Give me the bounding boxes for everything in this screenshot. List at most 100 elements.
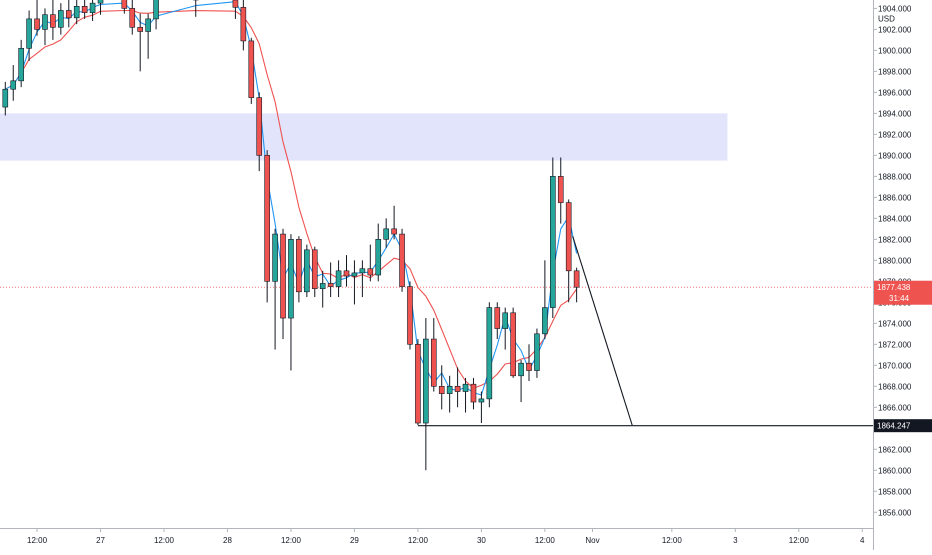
candle-body [97,0,104,4]
time-tick-label: 12:00 [408,536,429,545]
candle-body [486,307,493,400]
candle-body [454,385,461,392]
time-tick-label: 12:00 [154,536,175,545]
time-tick-label: 27 [96,536,105,545]
price-tick-label: 1900.000 [878,46,912,55]
candle-56 [526,344,532,382]
candle-body [359,268,366,274]
candle-body [367,268,374,276]
candle-54 [510,307,516,378]
candle-62 [573,267,580,303]
candle-body [494,307,501,329]
candle-body [240,7,247,42]
time-tick-label: 29 [350,536,359,545]
candle-57 [534,328,540,378]
candle-body [423,338,429,424]
candle-body [550,176,556,308]
candle-50 [478,391,485,424]
candle-body [518,362,524,377]
candle-body [26,18,32,49]
candle-body [58,10,64,28]
candle-body [446,385,453,394]
candle-39 [391,205,397,240]
candle-body [534,333,540,371]
price-tag-value: 1864.247 [877,422,911,431]
candle-body [327,283,334,287]
candle-body [2,88,9,108]
price-tag-bg [874,419,932,433]
price-tick-label: 1870.000 [878,361,912,370]
time-tick-label: 30 [477,536,486,545]
candle-23 [264,150,270,303]
candle-body [462,383,469,392]
time-tick-label: 12:00 [535,536,556,545]
candle-body [18,47,24,82]
price-tick-label: 1858.000 [878,487,912,496]
candle-body [89,2,96,13]
time-tick-label: 12:00 [789,536,810,545]
candle-2 [18,39,24,88]
candle-body [121,0,128,9]
candle-42 [415,339,421,426]
candle-10 [81,0,88,19]
candle-body [526,362,532,371]
candle-4 [34,0,40,36]
price-tick-label: 1872.000 [878,340,912,349]
candle-44 [430,318,437,392]
candle-28 [304,244,310,298]
time-tick-label: Nov [585,536,599,545]
price-tick-label: 1884.000 [878,214,912,223]
candle-body [510,312,516,377]
candle-58 [542,260,548,340]
candle-60 [557,157,564,224]
candle-18 [192,0,199,17]
candle-31 [327,262,334,298]
time-tick-label: 3 [733,536,738,545]
candle-body [399,233,405,287]
price-tick-label: 1896.000 [878,88,912,97]
price-tick-label: 1892.000 [878,130,912,139]
candle-43 [423,318,429,471]
candle-61 [565,199,572,303]
candle-0 [2,81,9,116]
candle-14 [129,0,136,35]
price-tick-label: 1874.000 [878,319,912,328]
candle-45 [438,365,445,410]
candle-body [73,5,80,19]
candle-body [81,5,88,13]
price-tick-label: 1856.000 [878,508,912,517]
candle-34 [351,260,358,305]
candle-41 [407,281,413,350]
candle-body [232,0,239,8]
candle-body [34,18,40,30]
price-tick-label: 1880.000 [878,256,912,265]
candle-36 [367,244,374,282]
candle-52 [494,302,501,340]
candle-19 [232,0,239,19]
candle-24 [272,228,278,350]
candle-37 [375,223,382,282]
candle-48 [462,377,469,413]
candle-30 [319,270,326,308]
price-tick-label: 1894.000 [878,109,912,118]
candle-body [391,228,397,235]
resistance-zone [0,113,728,161]
candle-8 [65,0,72,28]
candle-body [264,155,270,282]
price-tag-value: 1877.438 [877,283,911,292]
price-tag-1: 1864.247 [874,419,932,433]
candle-body [50,14,56,28]
currency-label: USD [878,14,895,23]
candle-body [351,272,358,277]
candle-46 [446,375,453,413]
candle-26 [288,234,294,371]
price-tick-label: 1898.000 [878,67,912,76]
candle-body [10,80,17,90]
price-tag-bg [874,280,932,305]
candle-body [65,10,72,19]
candle-47 [454,367,461,408]
candle-59 [550,157,556,319]
time-tick-label: 12:00 [281,536,302,545]
